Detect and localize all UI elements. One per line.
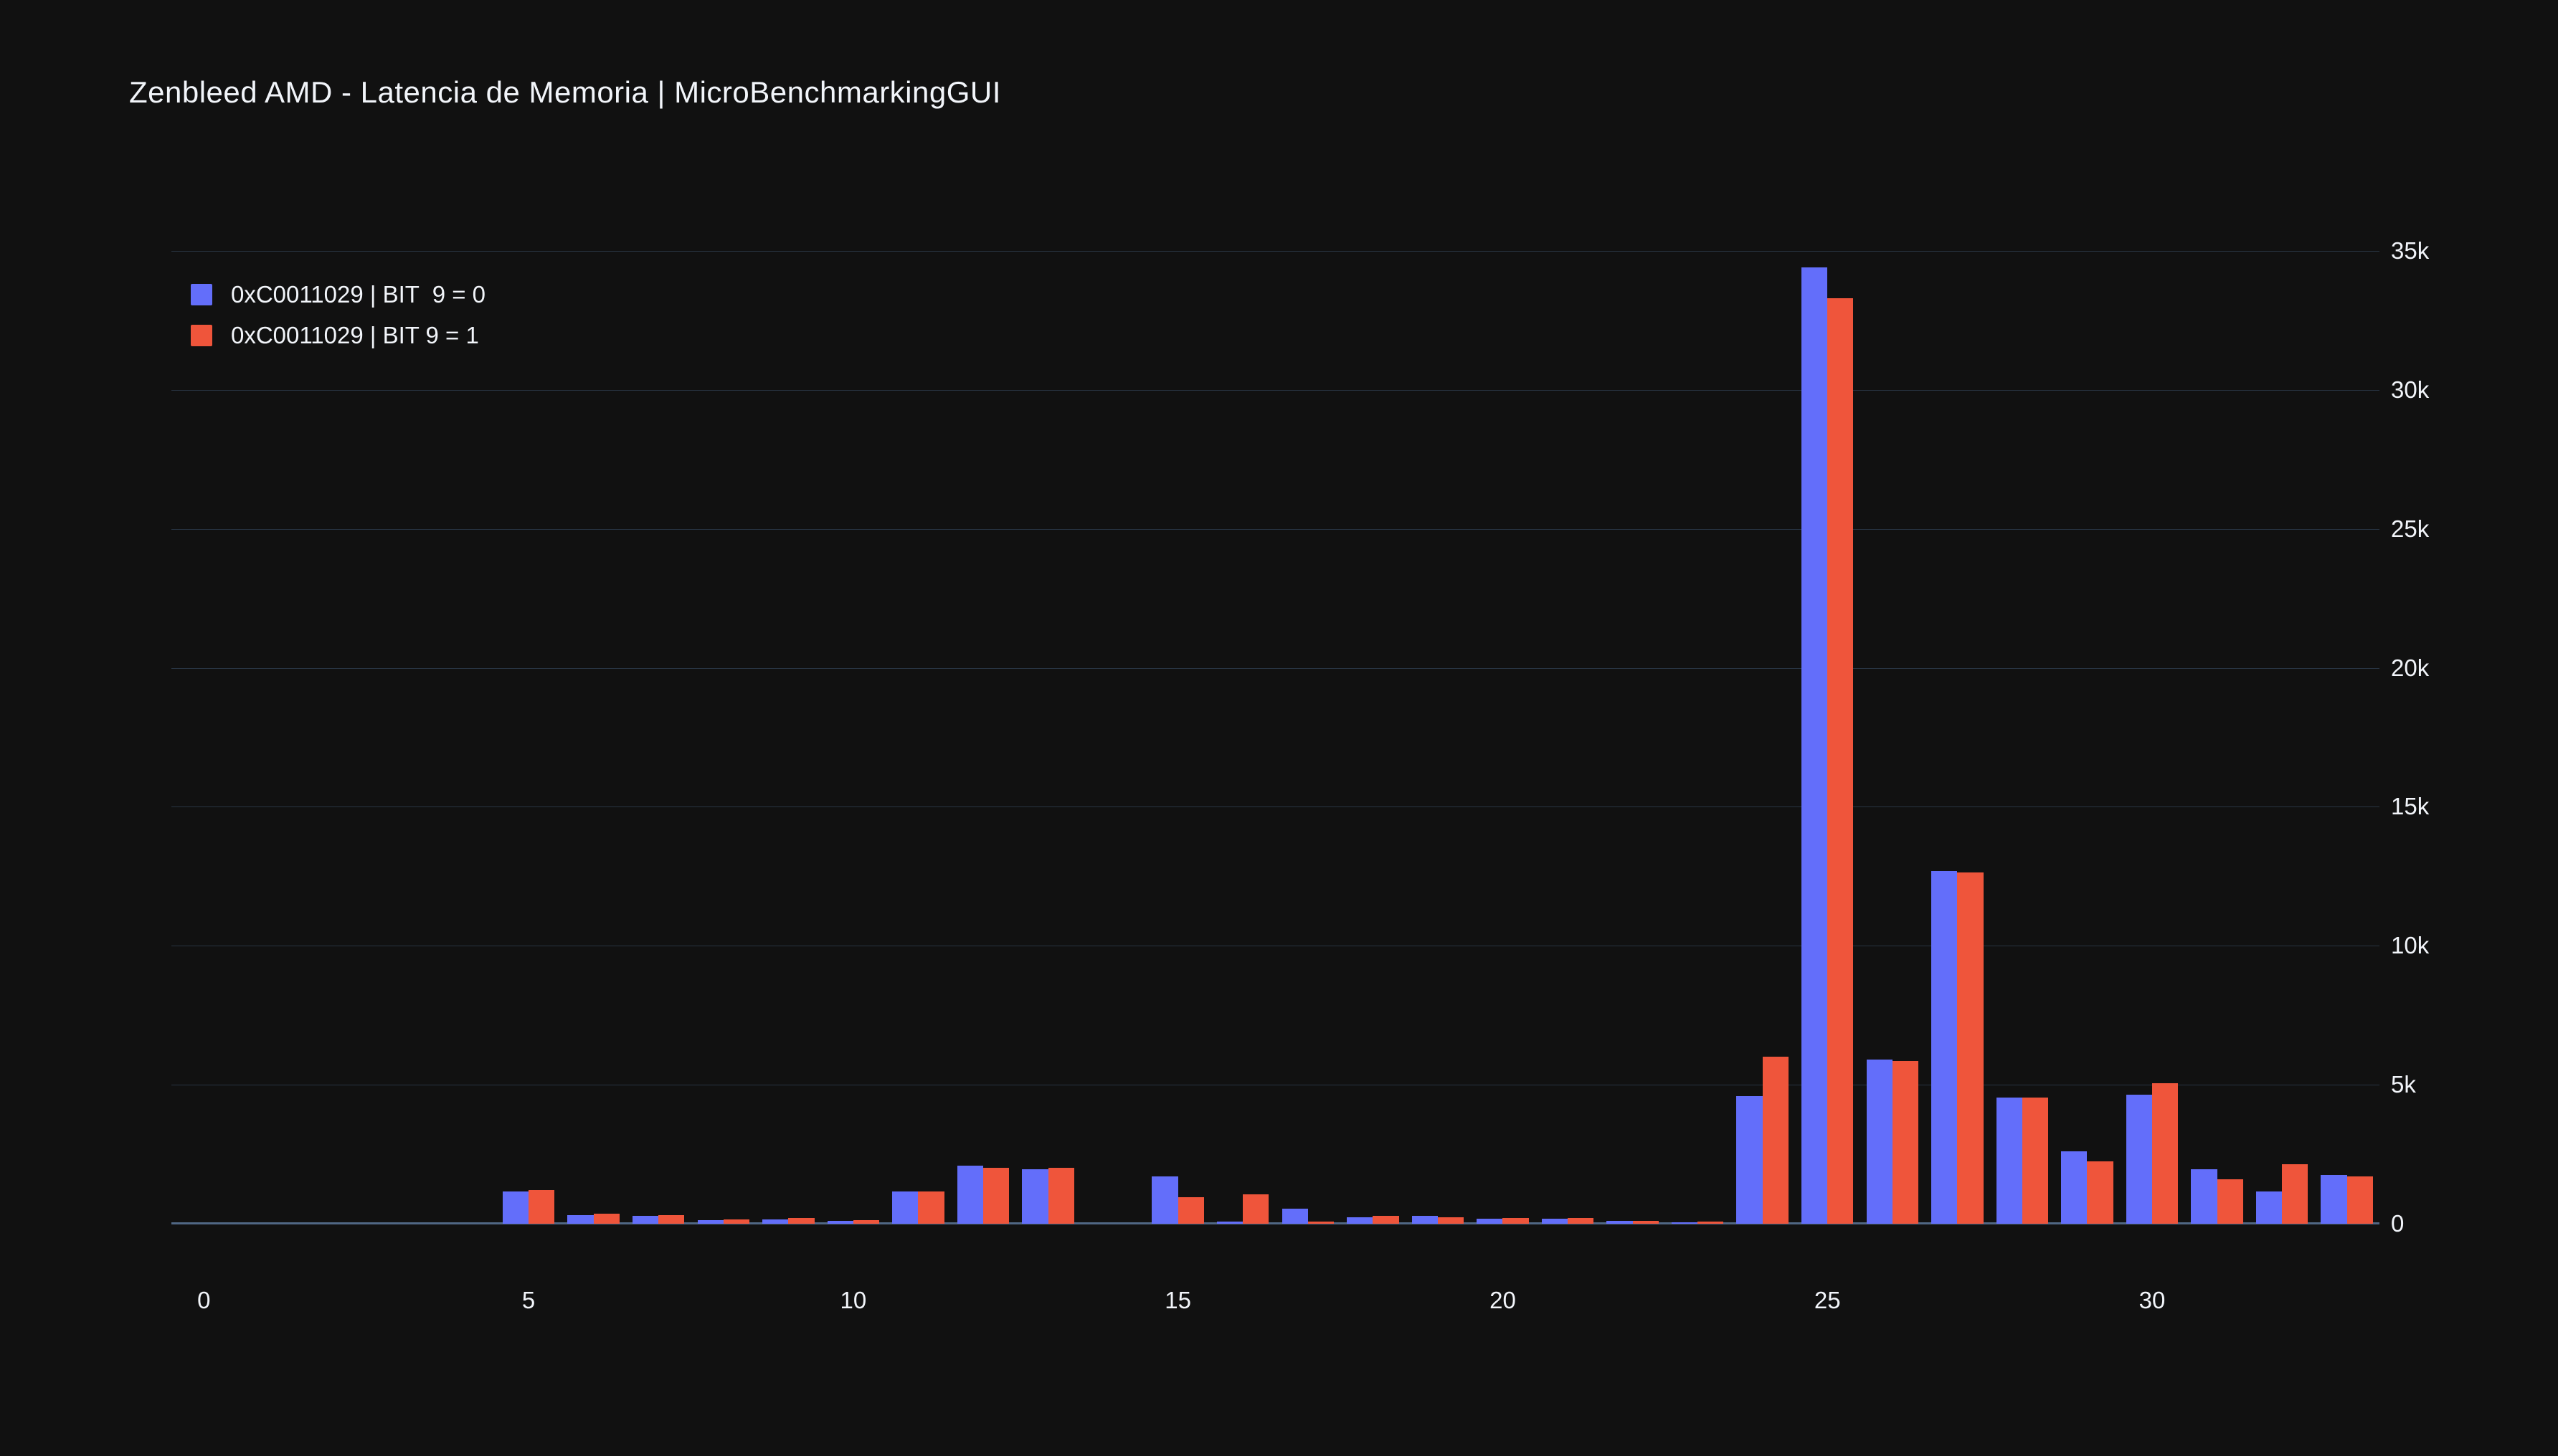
bar-bit9-1 bbox=[2152, 1083, 2179, 1224]
bar-bit9-0 bbox=[1736, 1095, 1763, 1224]
bar-bit9-1 bbox=[1762, 1057, 1789, 1224]
legend-label-bit9-0: 0xC0011029 | BIT 9 = 0 bbox=[231, 280, 486, 308]
y-axis: 0 5k 10k 15k 20k 25k 30k 35k bbox=[2391, 237, 2506, 1237]
gridline bbox=[171, 806, 2379, 808]
bar-bit9-1 bbox=[1502, 1217, 1529, 1224]
bar-bit9-1 bbox=[593, 1214, 620, 1224]
y-axis-tick-label: 0 bbox=[2391, 1210, 2405, 1237]
bar-bit9-1 bbox=[2282, 1164, 2308, 1224]
x-axis-tick-label: 30 bbox=[2138, 1287, 2166, 1313]
y-axis-tick-label: 5k bbox=[2391, 1071, 2416, 1098]
legend-marker-blue-icon bbox=[191, 283, 212, 305]
legend-item-bit9-1[interactable]: 0xC0011029 | BIT 9 = 1 bbox=[191, 315, 485, 356]
bar-bit9-0 bbox=[762, 1219, 789, 1224]
bar-bit9-0 bbox=[1411, 1215, 1438, 1224]
y-axis-tick-label: 30k bbox=[2391, 376, 2430, 403]
bar-bit9-0 bbox=[892, 1191, 919, 1224]
bar-bit9-1 bbox=[2022, 1097, 2049, 1224]
y-axis-tick-label: 15k bbox=[2391, 793, 2430, 820]
bar-bit9-1 bbox=[1307, 1221, 1334, 1224]
legend: 0xC0011029 | BIT 9 = 0 0xC0011029 | BIT … bbox=[191, 274, 485, 356]
bar-bit9-1 bbox=[1437, 1217, 1464, 1224]
gridline bbox=[171, 528, 2379, 530]
gridline bbox=[171, 667, 2379, 669]
bar-bit9-0 bbox=[1996, 1097, 2022, 1224]
x-axis-tick-label: 0 bbox=[197, 1287, 211, 1313]
legend-marker-red-icon bbox=[191, 324, 212, 346]
legend-label-bit9-1: 0xC0011029 | BIT 9 = 1 bbox=[231, 321, 479, 348]
x-axis-tick-label: 15 bbox=[1165, 1287, 1192, 1313]
bar-bit9-0 bbox=[1606, 1220, 1633, 1224]
bar-bit9-0 bbox=[567, 1215, 594, 1224]
bar-bit9-0 bbox=[1216, 1221, 1244, 1224]
bar-bit9-1 bbox=[1243, 1194, 1269, 1224]
bar-bit9-1 bbox=[1957, 872, 1984, 1224]
x-axis-tick-label: 10 bbox=[840, 1287, 867, 1313]
bar-bit9-1 bbox=[529, 1190, 555, 1224]
bar-bit9-0 bbox=[2061, 1151, 2088, 1224]
bar-bit9-0 bbox=[957, 1165, 983, 1224]
gridline bbox=[171, 251, 2379, 252]
bar-bit9-0 bbox=[502, 1191, 529, 1224]
bar-bit9-1 bbox=[1632, 1220, 1659, 1224]
bar-bit9-0 bbox=[827, 1221, 853, 1224]
x-axis-tick-label: 20 bbox=[1489, 1287, 1516, 1313]
chart-title: Zenbleed AMD - Latencia de Memoria | Mic… bbox=[129, 75, 1001, 109]
bar-bit9-1 bbox=[2346, 1176, 2373, 1224]
y-axis-tick-label: 25k bbox=[2391, 515, 2430, 542]
x-axis-tick-label: 5 bbox=[521, 1287, 536, 1313]
plot-area bbox=[171, 251, 2379, 1224]
bar-bit9-0 bbox=[1022, 1169, 1048, 1224]
bar-bit9-0 bbox=[1347, 1217, 1373, 1224]
bar-bit9-0 bbox=[2255, 1191, 2283, 1224]
bar-bit9-1 bbox=[918, 1191, 944, 1224]
bar-bit9-1 bbox=[1178, 1197, 1204, 1224]
bar-bit9-0 bbox=[1477, 1219, 1503, 1224]
bar-bit9-0 bbox=[1801, 267, 1828, 1224]
bar-bit9-1 bbox=[1568, 1218, 1594, 1224]
bar-bit9-0 bbox=[1671, 1222, 1698, 1224]
bar-bit9-1 bbox=[723, 1219, 749, 1224]
y-axis-tick-label: 10k bbox=[2391, 932, 2430, 959]
bar-bit9-0 bbox=[1152, 1176, 1178, 1224]
bar-bit9-0 bbox=[1541, 1219, 1568, 1224]
bar-bit9-0 bbox=[2126, 1094, 2153, 1224]
bar-bit9-1 bbox=[1827, 298, 1854, 1224]
bar-bit9-1 bbox=[1892, 1061, 1919, 1224]
bar-bit9-0 bbox=[1931, 870, 1958, 1224]
x-axis-tick-label: 25 bbox=[1814, 1287, 1841, 1313]
bar-bit9-1 bbox=[1697, 1221, 1724, 1224]
gridline bbox=[171, 389, 2379, 391]
y-axis-tick-label: 20k bbox=[2391, 654, 2430, 681]
x-axis-line bbox=[171, 1222, 2379, 1224]
bar-bit9-1 bbox=[853, 1220, 880, 1224]
bar-bit9-0 bbox=[632, 1216, 659, 1224]
bar-bit9-1 bbox=[658, 1215, 685, 1224]
bar-bit9-1 bbox=[2217, 1179, 2243, 1224]
bar-bit9-1 bbox=[1048, 1168, 1074, 1224]
y-axis-tick-label: 35k bbox=[2391, 237, 2430, 264]
bar-bit9-1 bbox=[1373, 1215, 1399, 1224]
bar-bit9-1 bbox=[2087, 1161, 2113, 1224]
bar-bit9-0 bbox=[697, 1220, 724, 1224]
x-axis: 0 5 10 15 20 25 30 bbox=[171, 1287, 2379, 1330]
bar-bit9-0 bbox=[2191, 1169, 2217, 1224]
bar-bit9-1 bbox=[788, 1218, 815, 1224]
bar-bit9-0 bbox=[1282, 1208, 1308, 1224]
legend-item-bit9-0[interactable]: 0xC0011029 | BIT 9 = 0 bbox=[191, 274, 485, 315]
bar-bit9-1 bbox=[982, 1168, 1010, 1224]
bar-bit9-0 bbox=[1866, 1060, 1893, 1224]
bar-bit9-0 bbox=[2321, 1175, 2347, 1224]
